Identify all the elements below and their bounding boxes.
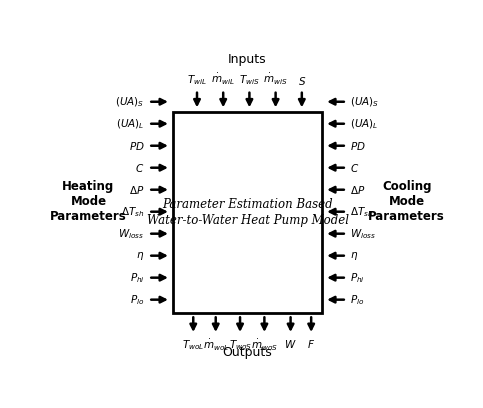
Text: Parameter Estimation Based: Parameter Estimation Based <box>162 198 333 211</box>
Text: $\dot{m}_{wiS}$: $\dot{m}_{wiS}$ <box>263 72 288 86</box>
Text: $T_{woL}$: $T_{woL}$ <box>182 338 204 352</box>
Bar <box>173 112 323 313</box>
Text: $\eta$: $\eta$ <box>136 250 144 262</box>
Text: $P_{hi}$: $P_{hi}$ <box>130 271 144 284</box>
Text: $PD$: $PD$ <box>129 140 144 152</box>
Text: Cooling
Mode
Parameters: Cooling Mode Parameters <box>368 180 445 223</box>
Text: $F$: $F$ <box>307 338 315 350</box>
Text: $P_{lo}$: $P_{lo}$ <box>130 293 144 306</box>
Text: $W$: $W$ <box>284 338 297 350</box>
Text: $(UA)_L$: $(UA)_L$ <box>116 117 144 131</box>
Text: $\dot{m}_{wiL}$: $\dot{m}_{wiL}$ <box>212 72 235 86</box>
Text: $W_{loss}$: $W_{loss}$ <box>118 227 144 241</box>
Text: $\Delta P$: $\Delta P$ <box>351 184 366 196</box>
Text: $P_{lo}$: $P_{lo}$ <box>351 293 365 306</box>
Text: $S$: $S$ <box>298 75 306 86</box>
Text: $T_{wiL}$: $T_{wiL}$ <box>187 73 207 86</box>
Text: $\Delta T_{sh}$: $\Delta T_{sh}$ <box>121 205 144 219</box>
Text: $T_{woS}$: $T_{woS}$ <box>228 338 252 352</box>
Text: Outputs: Outputs <box>223 346 272 359</box>
Text: $T_{wiS}$: $T_{wiS}$ <box>239 73 260 86</box>
Text: $\dot{m}_{woS}$: $\dot{m}_{woS}$ <box>251 338 278 353</box>
Text: $C$: $C$ <box>135 162 144 174</box>
Text: $\Delta P$: $\Delta P$ <box>129 184 144 196</box>
Text: Inputs: Inputs <box>228 53 267 67</box>
Text: Water-to-Water Heat Pump Model: Water-to-Water Heat Pump Model <box>146 214 349 227</box>
Text: $W_{loss}$: $W_{loss}$ <box>351 227 377 241</box>
Text: $(UA)_S$: $(UA)_S$ <box>351 95 380 109</box>
Text: $\eta$: $\eta$ <box>351 250 359 262</box>
Text: $C$: $C$ <box>351 162 360 174</box>
Text: $PD$: $PD$ <box>351 140 366 152</box>
Text: $(UA)_S$: $(UA)_S$ <box>115 95 144 109</box>
Text: Heating
Mode
Parameters: Heating Mode Parameters <box>50 180 127 223</box>
Text: $\dot{m}_{woL}$: $\dot{m}_{woL}$ <box>202 338 229 353</box>
Text: $P_{hi}$: $P_{hi}$ <box>351 271 365 284</box>
Text: $\Delta T_{sh}$: $\Delta T_{sh}$ <box>351 205 374 219</box>
Text: $(UA)_L$: $(UA)_L$ <box>351 117 379 131</box>
